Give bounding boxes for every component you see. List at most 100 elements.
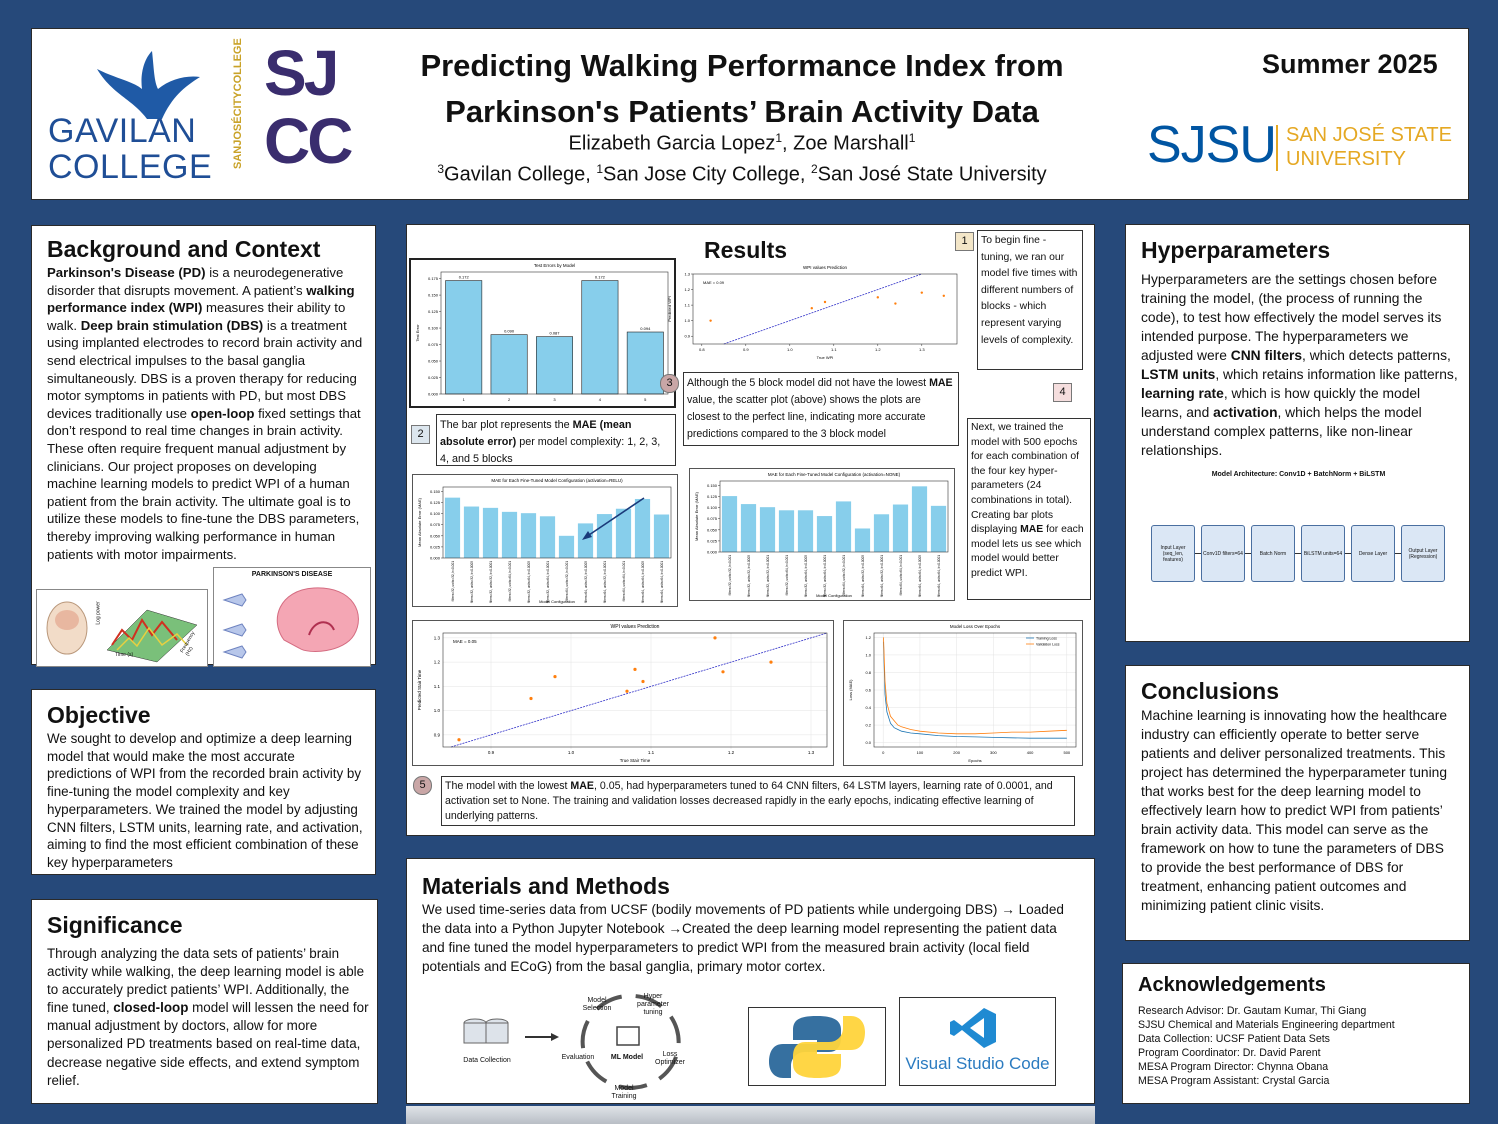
- text-run: We sought to develop and optimize a deep…: [47, 731, 363, 870]
- legend-label: Training Loss: [1036, 637, 1057, 641]
- y-tick-label: 0.025: [430, 544, 441, 549]
- y-tick-label: 0.125: [707, 494, 718, 499]
- text-run: Deep brain stimulation (DBS): [80, 317, 264, 333]
- figure-title: PARKINSON'S DISEASE: [251, 571, 333, 578]
- axes-frame: [719, 480, 949, 553]
- heading: Results: [704, 237, 788, 263]
- author: Elizabeth Garcia Lopez: [568, 132, 776, 155]
- chart-title: MAE for Each Fine-Tuned Model Configurat…: [768, 472, 901, 477]
- x-tick-label: filters=32, units=64, lr=0.0005: [527, 561, 531, 603]
- text-run: learning rate: [1141, 386, 1224, 401]
- y-tick-label: 0.100: [428, 326, 439, 331]
- bar: [759, 507, 776, 552]
- point: [641, 679, 645, 684]
- diagram-label: Loss Optimizer: [655, 1051, 685, 1066]
- sjsu-line: SAN JOSÉ STATE: [1286, 124, 1452, 146]
- y-tick-label: 0.125: [428, 309, 439, 314]
- y-tick-label: 0.100: [707, 505, 718, 510]
- bar: [482, 507, 499, 558]
- text-run: closed-loop: [113, 1000, 189, 1016]
- x-tick-label: 0.9: [743, 347, 749, 352]
- badge: 5: [413, 776, 432, 795]
- y-axis-label: Mean Absolute Error (MAE): [694, 491, 699, 541]
- x-tick-label: filters=64, units=32, lr=0.0005: [861, 555, 865, 597]
- x-tick-label: 400: [1027, 750, 1034, 755]
- x-tick-label: filters=32, units=32, lr=0.0005: [470, 561, 474, 603]
- axes-frame: [442, 486, 672, 559]
- point: [529, 696, 533, 701]
- bar: [854, 528, 871, 552]
- x-tick-label: 3: [553, 397, 556, 402]
- conclusions-panel: Conclusions Machine learning is innovati…: [1125, 665, 1470, 941]
- heading: Background and Context: [47, 236, 321, 262]
- loss-line: [883, 637, 1067, 735]
- x-tick-label: 1: [463, 397, 466, 402]
- text-run: Next, we trained the model with 500 epoc…: [971, 422, 1080, 536]
- acknowledgement: MESA Program Director: Chynna Obana: [1138, 1061, 1329, 1073]
- bar: [490, 334, 528, 395]
- point: [721, 670, 725, 674]
- header: GAVILAN COLLEGE SANJOSÉCITYCOLLEGE SJ CC…: [31, 28, 1469, 200]
- y-tick-label: 0.150: [428, 293, 439, 298]
- y-tick-label: 1.2: [684, 287, 690, 292]
- bar: [873, 514, 890, 552]
- value-label: 0.087: [549, 331, 560, 336]
- loss-line: [883, 641, 1067, 739]
- x-tick-label: filters=64, units=32, lr=0.0001: [880, 555, 884, 597]
- badge: 4: [1053, 383, 1072, 402]
- affiliations: 3Gavilan College, 1San Jose City College…: [362, 162, 1122, 187]
- y-axis-label: Loss (MAE): [848, 679, 853, 701]
- y-tick-label: 0.150: [430, 489, 441, 494]
- axes-frame: [692, 273, 958, 345]
- diagram-label: Evaluation: [561, 1054, 595, 1061]
- y-tick-label: 0.100: [430, 511, 441, 516]
- acknowledgement: SJSU Chemical and Materials Engineering …: [1138, 1019, 1395, 1031]
- x-tick-label: 1.1: [648, 750, 655, 755]
- authors: Elizabeth Garcia Lopez1, Zoe Marshall1: [362, 131, 1122, 156]
- heading: Hyperparameters: [1141, 237, 1331, 263]
- note: The bar plot represents the MAE (mean ab…: [436, 414, 676, 466]
- x-tick-label: filters=64, units=32, lr=0.0001: [603, 561, 607, 603]
- x-axis-label: True WPI: [817, 355, 834, 360]
- python-logo: [748, 1007, 886, 1086]
- architecture-title: Model Architecture: Conv1D + BatchNorm +…: [1211, 471, 1386, 478]
- chart-frame: Model Loss Over Epochs 0.0 0.2 0.4 0.6 0.8 1.0…: [843, 620, 1083, 766]
- title-line: Predicting Walking Performance Index fro…: [420, 48, 1064, 83]
- reference-line: [450, 632, 828, 748]
- chart-title: Test Errors by Model: [534, 263, 575, 268]
- chart: Model Loss Over Epochs 0.0 0.2 0.4 0.6 0.8 1.0…: [848, 624, 1077, 763]
- background-panel: Background and Context Parkinson's Disea…: [31, 225, 376, 667]
- y-tick-label: 1.1: [684, 303, 690, 308]
- bar: [577, 523, 594, 558]
- acknowledgement: MESA Program Assistant: Crystal Garcia: [1138, 1075, 1330, 1087]
- affiliation: San José State University: [817, 163, 1047, 186]
- x-tick-label: 500: [1063, 750, 1070, 755]
- objective-panel: Objective We sought to develop and optim…: [31, 689, 376, 875]
- affiliation-sup: 3: [437, 162, 445, 176]
- bar: [596, 514, 613, 558]
- architecture-node: Output Layer (Regression): [1401, 525, 1445, 582]
- text-run: is a neurodegenerative disorder that dis…: [47, 265, 344, 298]
- value-label: 0.172: [595, 275, 606, 280]
- text-run: CNN filters: [1230, 348, 1303, 363]
- sjcc-line: CC: [264, 105, 353, 177]
- x-tick-label: filters=32, units=64, lr=0.0001: [546, 561, 550, 603]
- text-run: is a treatment using implanted electrode…: [47, 317, 363, 421]
- tool-name: Visual Studio Code: [905, 1054, 1050, 1073]
- text-run: Machine learning is innovating how the h…: [1141, 708, 1448, 913]
- x-axis-label: Model Configuration: [539, 599, 575, 604]
- y-axis-label: Predicted WPI: [667, 296, 672, 322]
- bar: [558, 535, 575, 558]
- chart: MAE for Each Fine-Tuned Model Configurat…: [694, 472, 949, 598]
- architecture-arrow: [1345, 553, 1351, 554]
- vscode-icon: [950, 1008, 996, 1048]
- acknowledgement-list: Research Advisor: Dr. Gautam Kumar, Thi …: [1138, 1004, 1395, 1088]
- sjsu-name: SAN JOSÉ STATE UNIVERSITY: [1286, 123, 1452, 171]
- point: [810, 307, 813, 310]
- author: , Zoe Marshall: [782, 132, 909, 155]
- y-tick-label: 1.3: [684, 272, 690, 277]
- y-axis-label: Predicted Stair Time: [417, 669, 422, 710]
- y-tick-label: 0.050: [430, 533, 441, 538]
- affiliation: San Jose City College,: [603, 163, 811, 186]
- hyperparameters-panel: Hyperparameters Hyperparameters are the …: [1125, 224, 1470, 642]
